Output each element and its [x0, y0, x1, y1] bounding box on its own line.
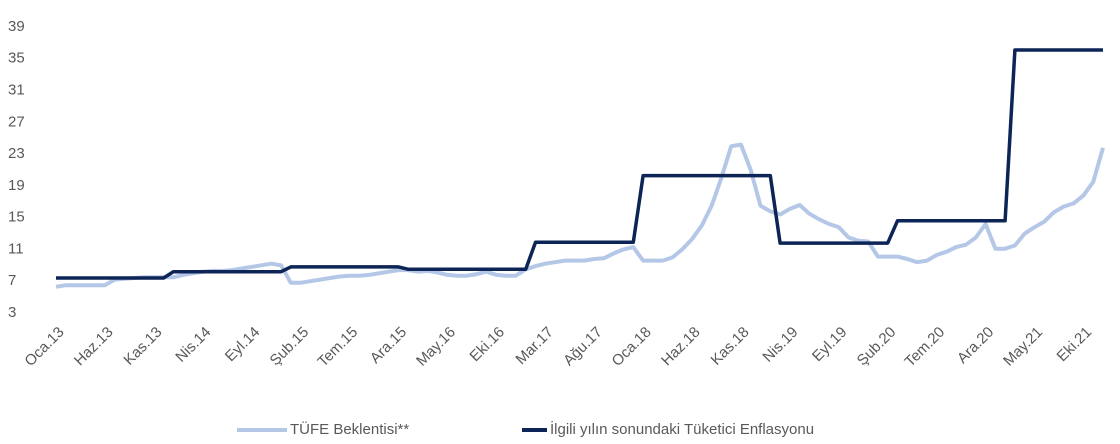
x-tick-label: Nis.14: [172, 324, 214, 366]
legend-label: TÜFE Beklentisi**: [290, 420, 409, 438]
y-tick-label: 19: [8, 177, 25, 194]
y-tick-label: 11: [8, 240, 24, 257]
x-tick-label: Ağu.17: [560, 324, 606, 370]
x-tick-label: May.16: [413, 324, 459, 370]
series-line: [55, 142, 1105, 289]
x-tick-label: Tem.15: [314, 324, 361, 371]
y-tick-label: 31: [8, 82, 25, 99]
x-tick-label: Şub.20: [854, 324, 900, 370]
x-tick-label: Şub.15: [267, 324, 313, 370]
x-tick-label: Eki.21: [1054, 324, 1096, 366]
x-tick-label: Oca.18: [609, 324, 655, 370]
x-tick-label: Eyl.14: [222, 324, 264, 366]
y-tick-label: 39: [8, 18, 25, 35]
x-tick-label: Eyl.19: [809, 324, 851, 366]
x-tick-label: Ara.15: [367, 324, 410, 367]
x-tick-label: Haz.13: [71, 324, 117, 370]
x-tick-label: Oca.13: [21, 324, 67, 370]
y-tick-label: 7: [8, 272, 16, 289]
series-line: [56, 48, 1103, 280]
y-tick-label: 15: [8, 209, 25, 226]
x-tick-label: Mar.17: [512, 324, 556, 368]
x-tick-label: Ara.20: [954, 324, 997, 367]
x-tick-label: Tem.20: [901, 324, 948, 371]
x-tick-label: Nis.19: [759, 324, 801, 366]
x-tick-label: Haz.18: [658, 324, 704, 370]
x-tick-label: Eki.16: [466, 324, 508, 366]
y-tick-label: 23: [8, 145, 25, 162]
y-tick-label: 35: [8, 50, 25, 67]
x-tick-label: Kas.13: [120, 324, 165, 369]
x-tick-label: Kas.18: [708, 324, 753, 369]
legend-label: İlgili yılın sonundaki Tüketici Enflasyo…: [550, 420, 814, 438]
y-tick-label: 3: [8, 304, 16, 321]
y-tick-label: 27: [8, 113, 25, 130]
x-tick-label: May.21: [1000, 324, 1046, 370]
